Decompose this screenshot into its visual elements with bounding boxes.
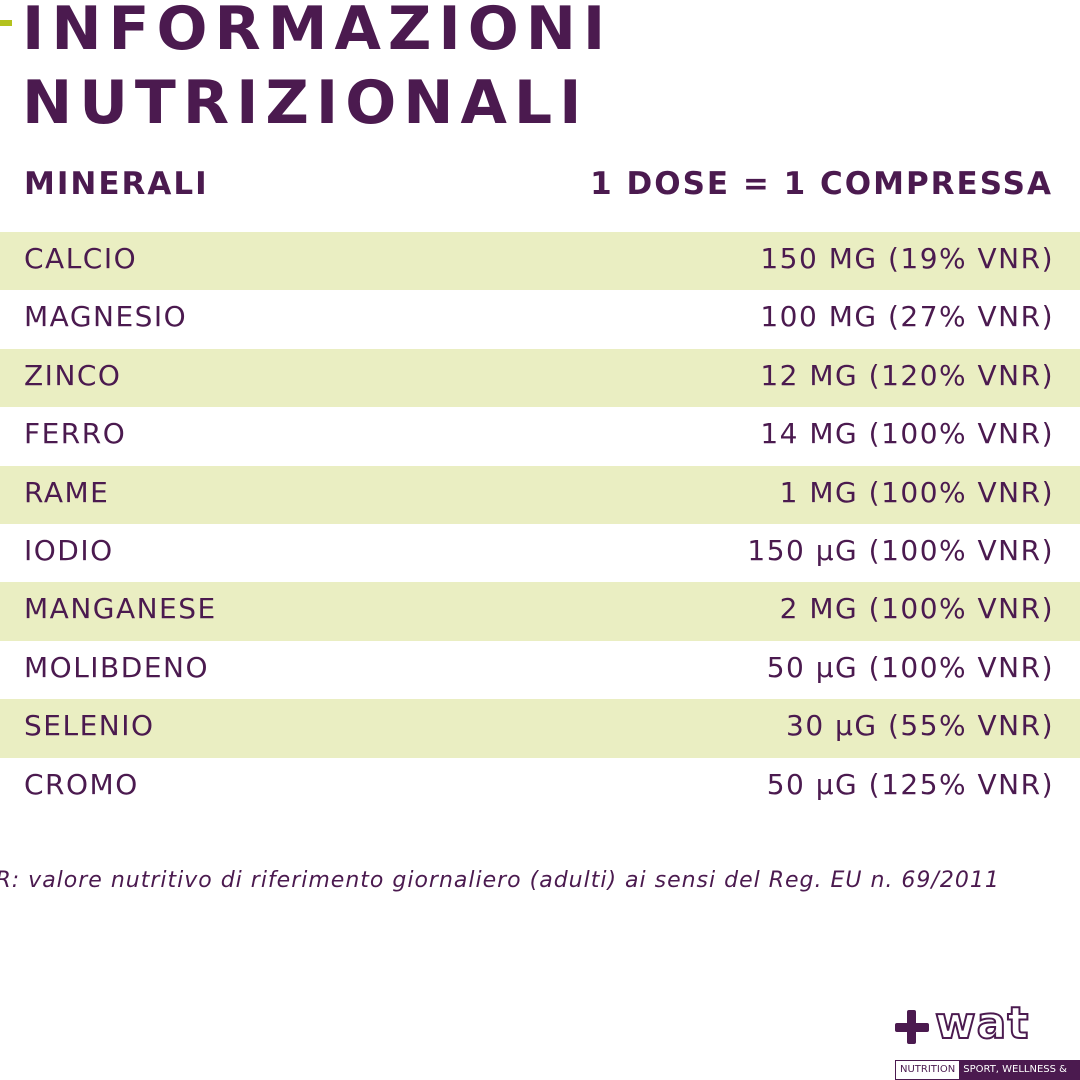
mineral-value: 14 MG (100% VNR) <box>760 417 1054 451</box>
table-row: MANGANESE 2 MG (100% VNR) <box>0 582 1080 641</box>
mineral-name: CALCIO <box>24 242 138 275</box>
page-title: INFORMAZIONI NUTRIZIONALI <box>22 0 612 140</box>
table-header: MINERALI 1 DOSE = 1 COMPRESSA <box>0 158 1080 210</box>
mineral-value: 150 µG (100% VNR) <box>747 533 1054 567</box>
table-row: IODIO 150 µG (100% VNR) <box>0 524 1080 582</box>
table-row: FERRO 14 MG (100% VNR) <box>0 407 1080 465</box>
table-row: MAGNESIO 100 MG (27% VNR) <box>0 290 1080 348</box>
nutrition-table: CALCIO 150 MG (19% VNR) MAGNESIO 100 MG … <box>0 232 1080 816</box>
mineral-name: CROMO <box>24 767 139 801</box>
table-row: ZINCO 12 MG (120% VNR) <box>0 348 1080 408</box>
accent-dash <box>0 20 12 26</box>
logo-tagline-left: NUTRITION <box>896 1061 960 1079</box>
mineral-value: 1 MG (100% VNR) <box>779 475 1054 509</box>
mineral-value: 30 µG (55% VNR) <box>786 709 1054 743</box>
title-line-2: NUTRIZIONALI <box>22 68 589 138</box>
plus-icon <box>895 1010 929 1044</box>
mineral-name: RAME <box>24 475 110 509</box>
mineral-value: 50 µG (125% VNR) <box>766 767 1054 801</box>
mineral-name: SELENIO <box>24 709 155 743</box>
logo-tagline: NUTRITION SPORT, WELLNESS & <box>895 1060 1080 1080</box>
column-header-dose: 1 DOSE = 1 COMPRESSA <box>590 166 1053 202</box>
mineral-value: 150 MG (19% VNR) <box>760 242 1054 275</box>
mineral-value: 2 MG (100% VNR) <box>779 592 1054 626</box>
table-row: MOLIBDENO 50 µG (100% VNR) <box>0 641 1080 699</box>
mineral-name: IODIO <box>24 533 114 567</box>
mineral-name: MAGNESIO <box>24 300 188 334</box>
table-row: CROMO 50 µG (125% VNR) <box>0 758 1080 816</box>
logo-tagline-right: SPORT, WELLNESS & <box>959 1061 1080 1079</box>
brand-logo: wat NUTRITION SPORT, WELLNESS & <box>895 997 1080 1080</box>
table-row: CALCIO 150 MG (19% VNR) <box>0 232 1080 291</box>
mineral-value: 50 µG (100% VNR) <box>766 650 1054 684</box>
mineral-name: MANGANESE <box>24 592 217 626</box>
footnote: IR: valore nutritivo di riferimento gior… <box>0 868 1000 893</box>
column-header-minerals: MINERALI <box>24 166 209 202</box>
mineral-name: MOLIBDENO <box>24 650 209 684</box>
mineral-name: ZINCO <box>24 358 122 392</box>
table-row: SELENIO 30 µG (55% VNR) <box>0 699 1080 758</box>
table-row: RAME 1 MG (100% VNR) <box>0 465 1080 524</box>
mineral-value: 100 MG (27% VNR) <box>760 300 1054 334</box>
logo-wordmark: wat <box>934 997 1030 1050</box>
title-line-1: INFORMAZIONI <box>22 0 613 64</box>
mineral-value: 12 MG (120% VNR) <box>760 358 1054 392</box>
mineral-name: FERRO <box>24 417 127 451</box>
